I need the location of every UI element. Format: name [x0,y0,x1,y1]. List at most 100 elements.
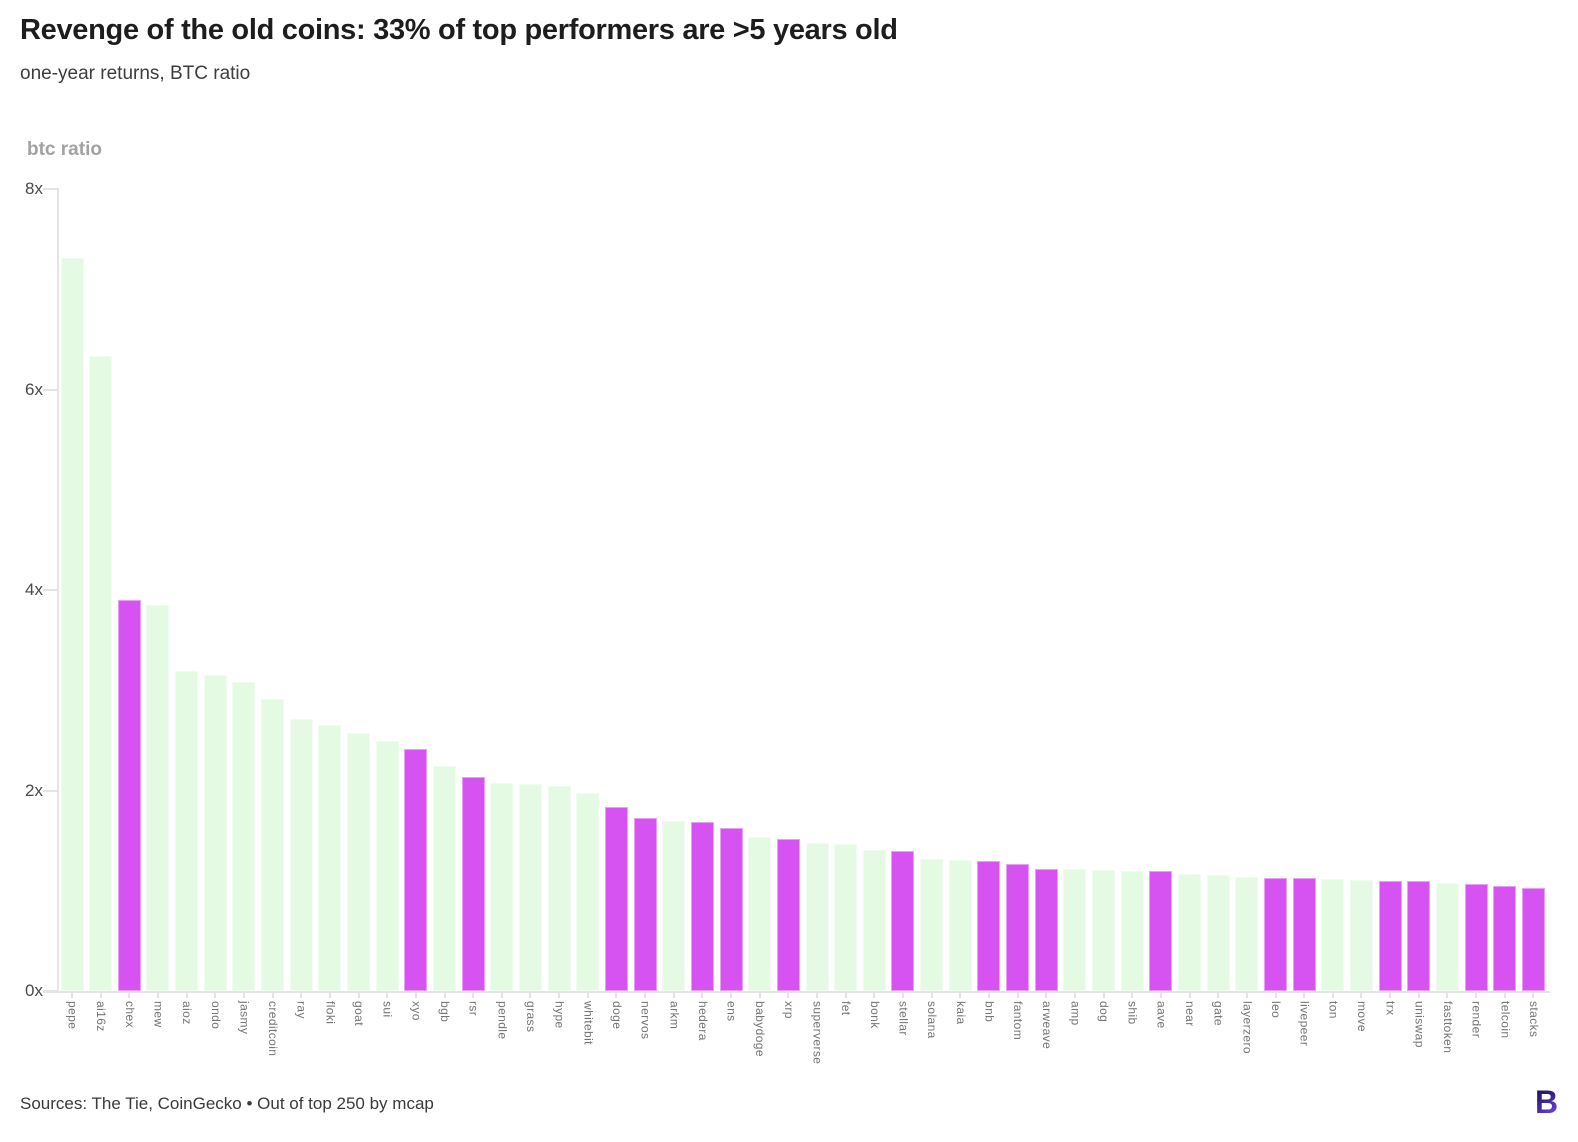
x-label-uniswap: uniswap [1412,1001,1427,1048]
x-label-layerzero: layerzero [1240,1001,1255,1054]
x-label-aioz: aioz [180,1001,195,1025]
bar-fet [834,843,858,991]
y-axis-line [57,188,59,991]
x-label-rsr: rsr [466,1001,481,1017]
x-label-hype: hype [552,1001,567,1029]
x-tick-mark [443,991,446,998]
bar-whitebit [576,792,600,991]
x-tick-mark [873,991,876,998]
x-tick-mark [1102,991,1105,998]
x-tick-mark [1045,991,1048,998]
source-note: Sources: The Tie, CoinGecko • Out of top… [20,1094,434,1113]
x-label-bgb: bgb [438,1001,452,1023]
x-label-xrp: xrp [781,1001,796,1019]
bar-floki [318,725,342,991]
bar-jasmy [232,682,256,991]
bar-ray [289,719,313,991]
x-label-chex: chex [122,1001,137,1028]
x-label-ton: ton [1326,1001,1341,1019]
bar-leo [1264,877,1287,991]
bar-babydoge [748,836,772,991]
x-tick-mark [758,991,761,998]
bar-kaia [948,859,972,991]
x-tick-mark [930,991,933,998]
x-label-babydoge: babydoge [753,1001,768,1057]
bar-stellar [891,850,915,991]
x-tick-mark [701,991,704,998]
x-tick-mark [1016,991,1019,998]
bar-chex [117,600,141,991]
x-tick-mark [816,991,819,998]
bar-render [1464,883,1488,991]
bar-nervos [633,817,657,991]
x-label-hedera: hedera [695,1001,710,1041]
bar-ondo [203,675,227,991]
bar-hype [547,786,571,991]
x-tick-mark [357,991,360,998]
x-label-nervos: nervos [638,1001,653,1040]
x-tick-mark [586,991,589,998]
x-label-leo: leo [1269,1001,1283,1019]
x-label-livepeer: livepeer [1297,1001,1312,1047]
x-label-dog: dog [1097,1001,1112,1023]
x-label-bonk: bonk [867,1001,882,1029]
x-label-jasmy: jasmy [237,1001,252,1035]
bar-telcoin [1493,885,1517,991]
x-tick-mark [987,991,990,998]
x-tick-mark [959,991,962,998]
bar-superverse [805,842,829,991]
x-tick-mark [1159,991,1162,998]
blockworks-logo: B [1535,1084,1558,1118]
x-label-creditcoin: creditcoin [266,1001,281,1057]
x-label-kaia: kaia [953,1001,968,1025]
bar-bonk [862,849,886,991]
x-tick-mark [156,991,159,998]
bar-ai16z [89,356,113,991]
bar-near [1178,873,1202,991]
x-label-whitebit: whitebit [581,1001,596,1045]
x-tick-mark [844,991,847,998]
bar-fantom [1006,863,1030,991]
chart-title: Revenge of the old coins: 33% of top per… [20,14,898,46]
bar-ens [719,827,743,991]
x-label-gate: gate [1211,1001,1226,1026]
x-tick-mark [128,991,131,998]
y-tick-mark [43,589,57,591]
x-tick-mark [386,991,389,998]
bar-solana [920,858,944,991]
x-label-doge: doge [609,1001,624,1030]
y-tick-label: 0x [25,981,43,1000]
x-tick-mark [1360,991,1363,998]
bar-arkm [662,820,686,991]
bar-hedera [690,821,714,991]
bar-bnb [977,860,1001,991]
y-tick-mark [43,188,57,190]
x-label-sui: sui [380,1001,395,1018]
x-tick-mark [1389,991,1392,998]
x-tick-mark [242,991,245,998]
x-label-superverse: superverse [810,1001,825,1065]
bar-fasttoken [1435,882,1459,991]
x-tick-mark [300,991,303,998]
x-tick-mark [99,991,102,998]
x-label-move: move [1354,1001,1369,1032]
x-tick-mark [1446,991,1449,998]
bar-creditcoin [261,699,285,991]
bar-xyo [404,749,428,991]
x-tick-mark [214,991,217,998]
bar-xrp [776,838,800,991]
x-label-shib: shib [1125,1001,1140,1025]
bar-goat [347,733,371,991]
bar-stacks [1521,887,1545,991]
x-label-ens: ens [724,1001,739,1022]
bar-uniswap [1407,880,1431,991]
x-tick-mark [672,991,675,998]
bar-grass [518,784,542,991]
y-tick-label: 2x [25,780,43,800]
bar-rsr [461,777,485,991]
chart-subtitle: one-year returns, BTC ratio [20,63,251,84]
x-label-stellar: stellar [896,1001,911,1036]
blockworks-logo-letter: B [1535,1084,1558,1118]
x-tick-mark [787,991,790,998]
